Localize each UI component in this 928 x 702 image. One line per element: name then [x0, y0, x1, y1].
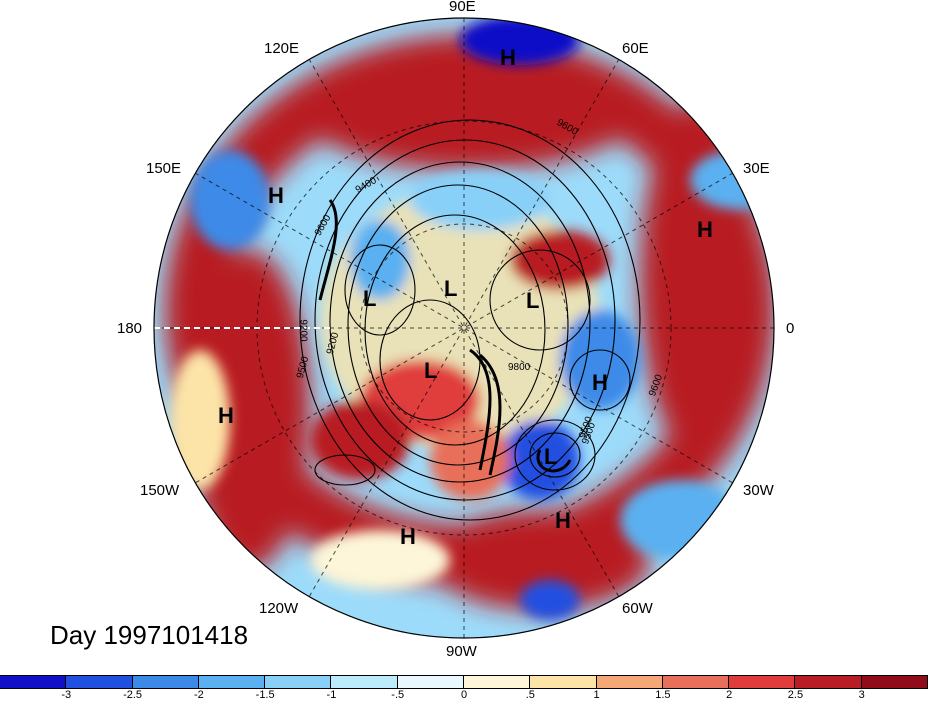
low-center-label: L — [424, 358, 438, 383]
colorbar-swatch — [795, 676, 862, 688]
colorbar-swatch — [596, 676, 663, 688]
high-center-label: H — [555, 508, 571, 533]
colorbar-tick-label: 0 — [460, 689, 468, 701]
colorbar-tick-label: -1.5 — [255, 689, 275, 701]
lon-label-90w: 90W — [446, 643, 477, 660]
colorbar-swatch — [861, 676, 928, 688]
colorbar-tick-label: -1 — [326, 689, 337, 701]
low-center-label: L — [444, 276, 458, 301]
low-center-label: L — [526, 288, 540, 313]
colorbar-swatch — [729, 676, 796, 688]
colorbar-tick-label: .5 — [525, 689, 535, 701]
jet-contours — [318, 199, 572, 476]
colorbar-swatch — [66, 676, 133, 688]
colorbar-tick-label: 1 — [593, 689, 600, 701]
colorbar-swatch — [198, 676, 266, 688]
colorbar — [0, 675, 928, 689]
low-center-label: L — [363, 286, 377, 311]
contour-label: 9800 — [508, 362, 531, 373]
lon-label-30e: 30E — [743, 160, 770, 177]
low-center-label: L — [544, 444, 558, 469]
high-center-label: H — [592, 370, 608, 395]
lon-label-120e: 120E — [264, 40, 300, 57]
lon-label-60e: 60E — [622, 40, 649, 57]
high-center-label: H — [268, 183, 284, 208]
contour-label: 9200 — [297, 319, 309, 342]
colorbar-swatch — [0, 676, 67, 688]
height-contours — [299, 119, 641, 521]
lon-label-150e: 150E — [146, 160, 182, 177]
colorbar-tick-label: -2.5 — [123, 689, 143, 701]
lon-label-150w: 150W — [140, 482, 180, 499]
colorbar-swatch — [132, 676, 199, 688]
colorbar-swatch — [331, 676, 398, 688]
colorbar-swatch — [397, 676, 464, 688]
colorbar-tick-label: 1.5 — [655, 689, 671, 701]
colorbar-swatch — [662, 676, 730, 688]
colorbar-tick-label: 2 — [726, 689, 733, 701]
high-center-label: H — [500, 45, 516, 70]
lon-label-60w: 60W — [622, 600, 653, 617]
anomaly-field — [154, 18, 774, 638]
colorbar-swatch — [463, 676, 531, 688]
colorbar-tick-label: -2 — [193, 689, 204, 701]
lon-label-0: 0 — [786, 320, 795, 337]
lon-label-120w: 120W — [259, 600, 299, 617]
colorbar-tick-label: 2.5 — [787, 689, 804, 701]
high-center-label: H — [400, 524, 416, 549]
lon-label-90e: 90E — [449, 0, 476, 15]
colorbar-tick-label: 3 — [858, 689, 865, 701]
colorbar-swatch — [265, 676, 332, 688]
lon-label-30w: 30W — [743, 482, 774, 499]
day-label: Day 1997101418 — [50, 620, 249, 650]
colorbar-swatch — [530, 676, 597, 688]
colorbar-tick-label: -3 — [61, 689, 72, 701]
colorbar-ticks: -3 -2.5 -2 -1.5 -1 -.5 0 .5 1 1.5 2 2.5 3 — [0, 689, 928, 702]
lon-label-180: 180 — [117, 320, 143, 337]
high-center-label: H — [697, 217, 713, 242]
colorbar-tick-label: -.5 — [391, 689, 405, 701]
high-center-label: H — [218, 403, 234, 428]
